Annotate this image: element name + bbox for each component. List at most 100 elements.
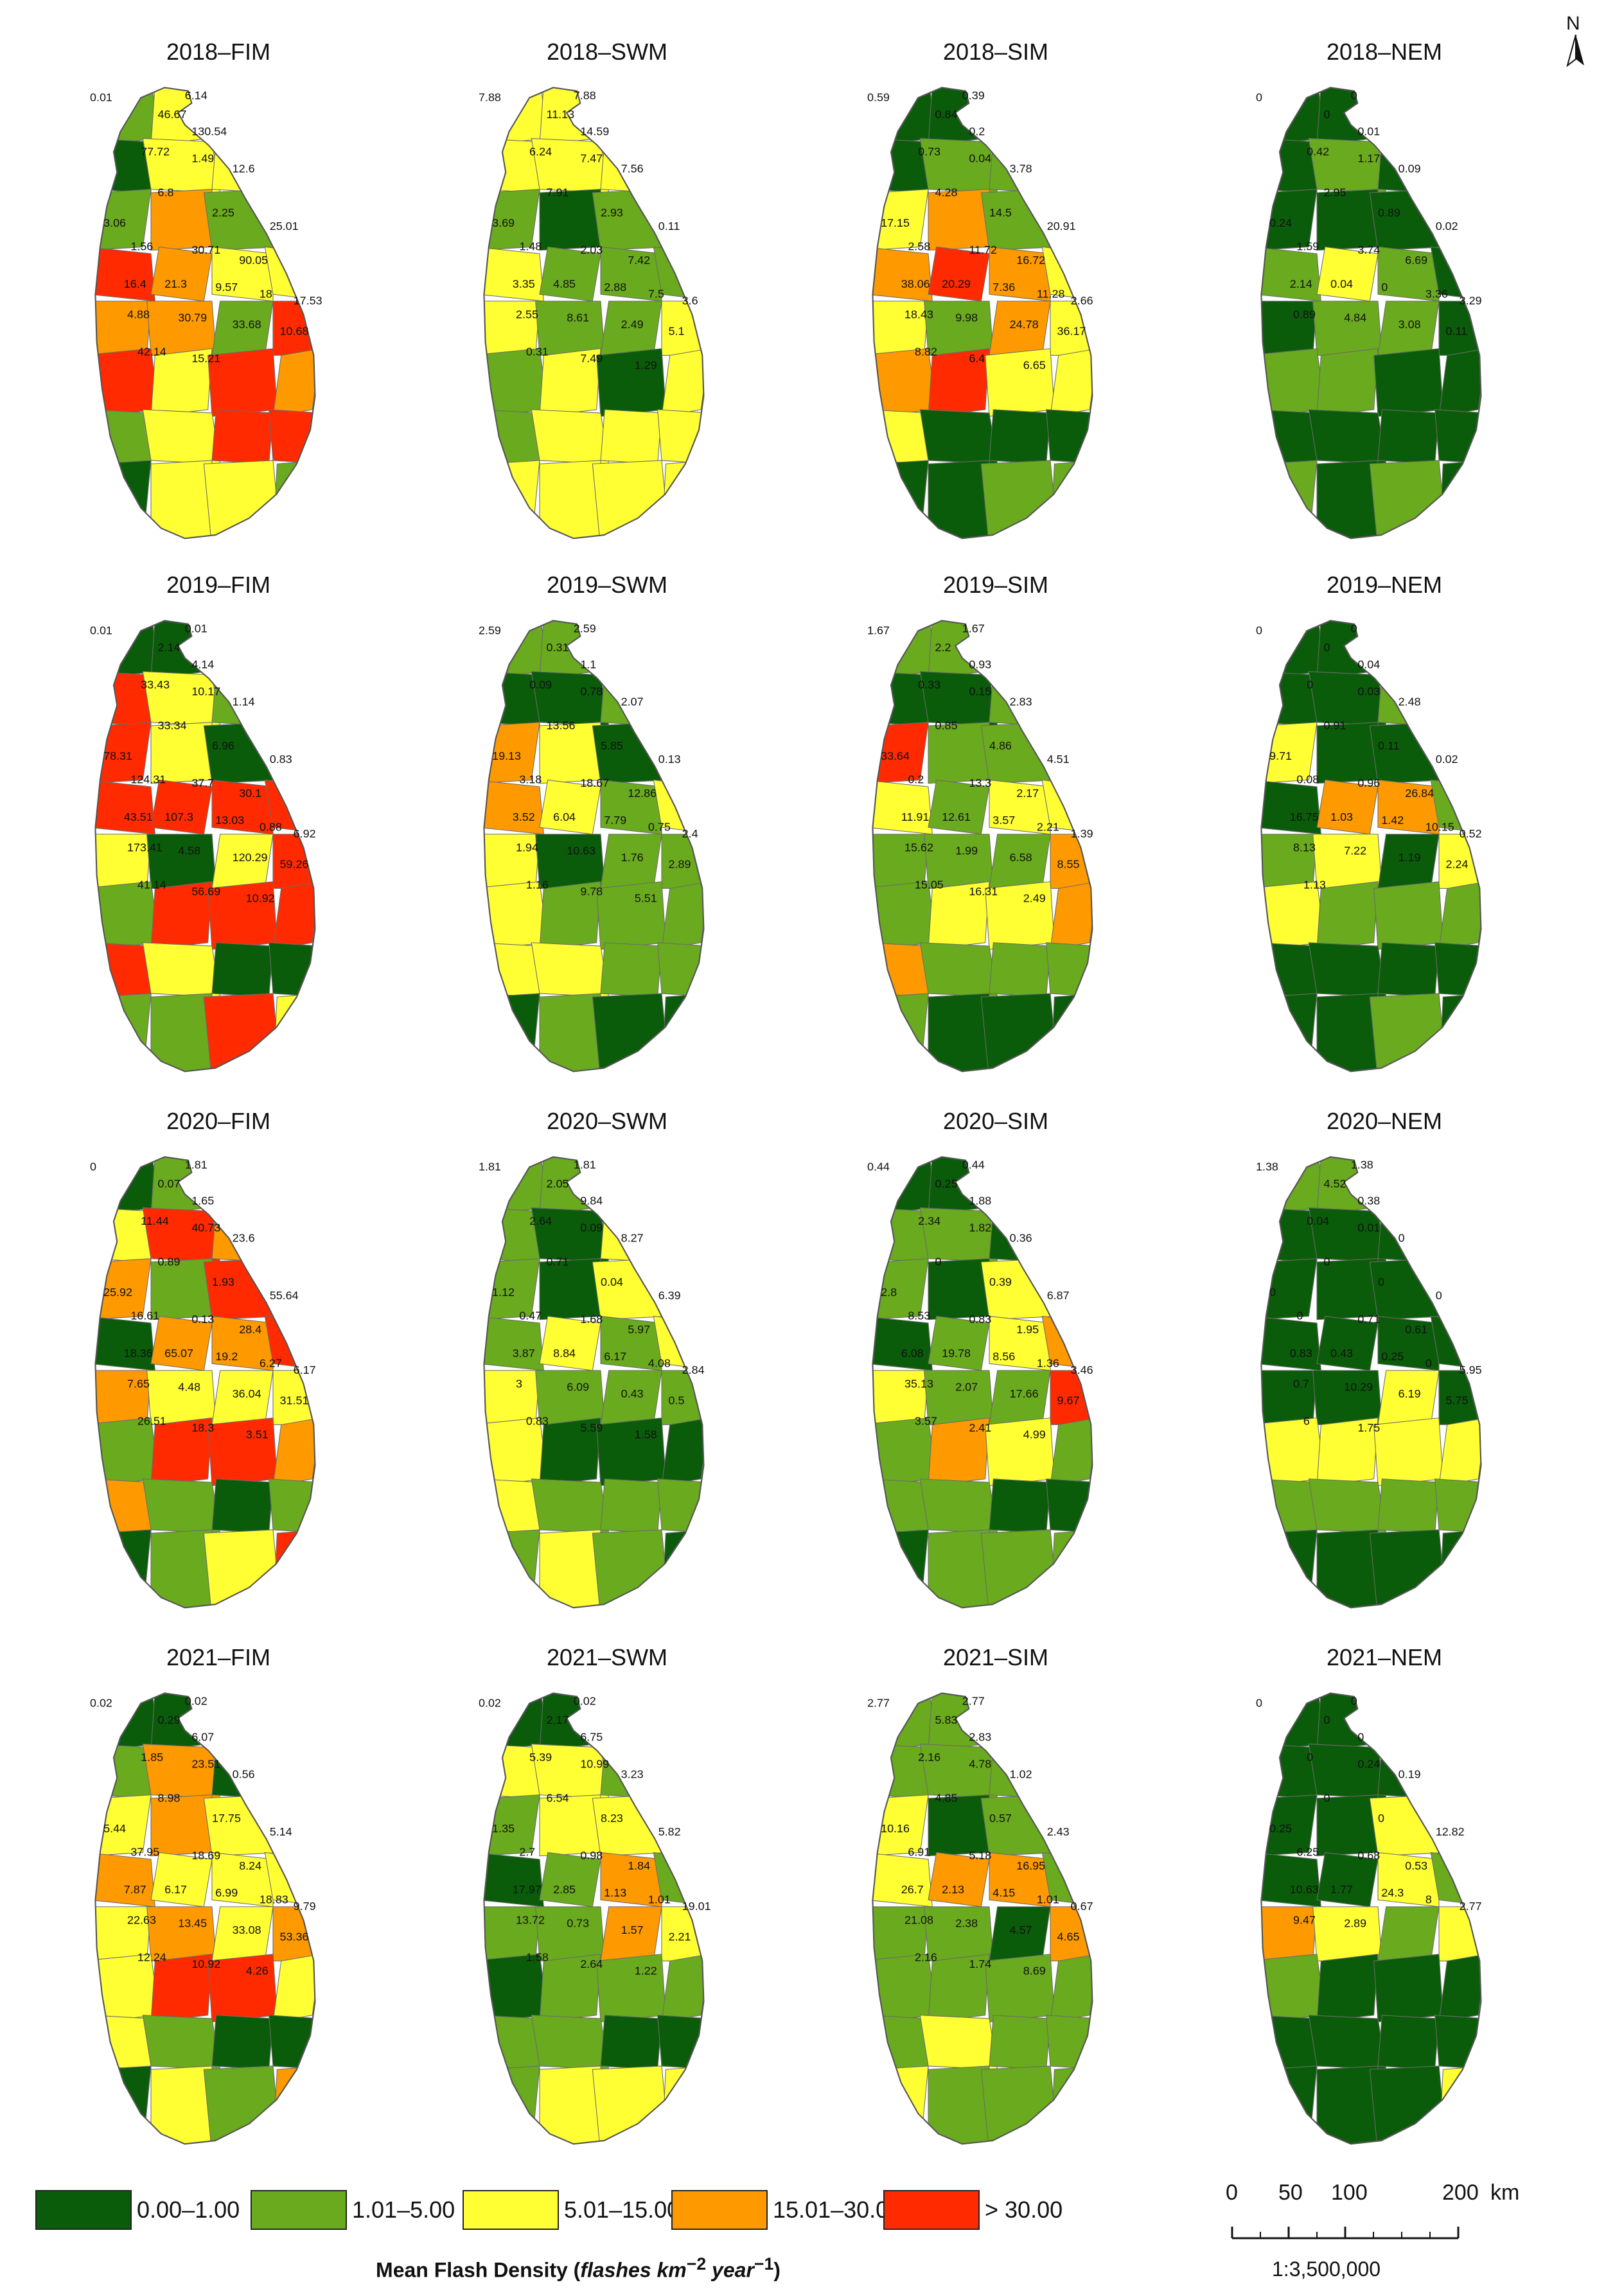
district-value-label: 0.04 xyxy=(1307,1214,1329,1227)
district-region xyxy=(661,1693,704,1751)
district-region xyxy=(1316,1954,1379,2022)
district-value-label: 0 xyxy=(1381,281,1388,294)
district-value-label: 0 xyxy=(1307,1751,1313,1764)
district-value-label: 2.83 xyxy=(1010,695,1032,708)
district-value-label: 1.01 xyxy=(648,1893,671,1906)
district-value-label: 4.14 xyxy=(191,658,214,670)
district-value-label: 0.08 xyxy=(1296,773,1319,786)
district-value-label: 18.69 xyxy=(191,1849,220,1862)
district-value-label: 3.35 xyxy=(513,277,535,290)
panel-title: 2020–SIM xyxy=(942,1108,1049,1134)
district-value-label: 0.83 xyxy=(526,1414,549,1427)
district-value-label: 6.58 xyxy=(1010,851,1032,864)
district-value-label: 3.29 xyxy=(1460,294,1482,307)
panel-title: 2019–SIM xyxy=(942,572,1049,598)
district-value-label: 6.27 xyxy=(260,1357,282,1370)
island-outline xyxy=(872,87,1093,539)
district-value-label: 0.71 xyxy=(547,1255,569,1268)
district-value-label: 1.74 xyxy=(969,1958,991,1970)
district-value-label: 8.23 xyxy=(601,1812,623,1825)
island-outline xyxy=(483,87,705,539)
district-region xyxy=(1261,942,1318,997)
district-region xyxy=(1377,1906,1440,1961)
panel-title: 2018–SWM xyxy=(546,39,668,65)
district-region xyxy=(1046,409,1093,464)
district-region xyxy=(1261,1852,1321,1907)
district-region xyxy=(1312,301,1382,356)
district-value-label: 21.08 xyxy=(904,1913,933,1926)
district-value-label: 18.3 xyxy=(191,1421,214,1434)
district-value-label: 2.16 xyxy=(915,1950,937,1963)
district-value-label: 2.64 xyxy=(580,1958,603,1970)
district-value-label: 1.81 xyxy=(574,1158,596,1171)
district-value-label: 21.3 xyxy=(164,277,187,290)
district-value-label: 2.89 xyxy=(1344,1917,1366,1930)
district-value-label: 0 xyxy=(935,1255,942,1268)
district-value-label: 173.41 xyxy=(127,841,163,854)
district-region xyxy=(1046,1743,1093,1799)
district-value-label: 0 xyxy=(1436,1289,1442,1302)
district-value-label: 0 xyxy=(1378,1275,1384,1288)
district-value-label: 4.85 xyxy=(935,1791,958,1804)
district-region xyxy=(657,409,704,464)
district-value-label: 1.42 xyxy=(1381,814,1404,827)
district-value-label: 1.88 xyxy=(969,1194,991,1207)
district-value-label: 2.84 xyxy=(682,1363,705,1376)
district-value-label: 2.95 xyxy=(1324,186,1346,198)
district-value-label: 0.67 xyxy=(1071,1900,1093,1913)
island-outline xyxy=(872,1156,1093,1609)
district-region xyxy=(484,993,540,1072)
district-value-label: 1.02 xyxy=(1010,1767,1032,1780)
district-region xyxy=(657,1743,704,1799)
district-region xyxy=(872,409,929,464)
district-value-label: 4.86 xyxy=(989,739,1012,752)
district-value-label: 15.05 xyxy=(915,878,944,891)
scale-bar-graphic xyxy=(1231,2227,1460,2239)
district-map: 0.01 6.14 46.67 130.54 77.72 1.49 12.6 6.8 3.06 2… xyxy=(90,87,322,539)
district-map: 1.81 1.81 2.05 9.84 2.64 0.09 8.27 0.71 1.12 0.04… xyxy=(479,1156,705,1609)
district-value-label: 0.31 xyxy=(547,641,569,654)
district-region xyxy=(872,2065,929,2144)
district-region xyxy=(872,1315,933,1371)
district-region xyxy=(657,2015,704,2070)
district-value-label: 0.88 xyxy=(260,821,282,834)
district-value-label: 0 xyxy=(1357,1730,1364,1743)
district-value-label: 0.07 xyxy=(158,1177,181,1190)
district-value-label: 0.04 xyxy=(969,152,991,165)
district-region xyxy=(1430,1315,1481,1371)
district-region xyxy=(1438,2065,1481,2144)
district-value-label: 4.78 xyxy=(969,1758,991,1771)
district-region xyxy=(1261,1529,1318,1608)
district-region xyxy=(1261,1258,1318,1320)
district-value-label: 2.64 xyxy=(529,1214,552,1227)
district-value-label: 0.61 xyxy=(1405,1323,1427,1336)
district-region xyxy=(1308,409,1387,464)
district-value-label: 2.07 xyxy=(621,695,644,708)
district-value-label: 3.78 xyxy=(1010,162,1032,175)
district-region xyxy=(1308,2015,1387,2070)
island-outline xyxy=(1260,1692,1482,2145)
legend-swatch xyxy=(883,2190,980,2230)
district-value-label: 1.22 xyxy=(635,1964,657,1977)
district-value-label: 0.56 xyxy=(233,1767,255,1780)
district-value-label: 33.34 xyxy=(158,719,187,732)
district-value-label: 2.88 xyxy=(604,281,626,294)
scale-unit: km xyxy=(1490,2180,1520,2205)
district-region xyxy=(1373,1954,1443,2022)
district-region xyxy=(989,2015,1051,2070)
district-value-label: 43.51 xyxy=(124,811,153,823)
district-region xyxy=(657,942,704,997)
north-label: N xyxy=(1566,13,1580,34)
legend-title: Mean Flash Density (flashes km−2 year−1) xyxy=(376,2254,781,2282)
district-region xyxy=(95,87,160,146)
district-value-label: 0.03 xyxy=(1357,685,1380,698)
district-region xyxy=(1373,1417,1443,1486)
district-value-label: 0.25 xyxy=(935,1177,958,1190)
district-value-label: 14.5 xyxy=(989,206,1012,219)
district-value-label: 42.14 xyxy=(137,345,166,358)
district-value-label: 6.99 xyxy=(215,1886,238,1899)
district-value-label: 56.69 xyxy=(191,885,220,898)
district-value-label: 2.17 xyxy=(1016,787,1039,800)
district-value-label: 8.24 xyxy=(239,1859,261,1872)
district-value-label: 0.78 xyxy=(580,685,603,698)
